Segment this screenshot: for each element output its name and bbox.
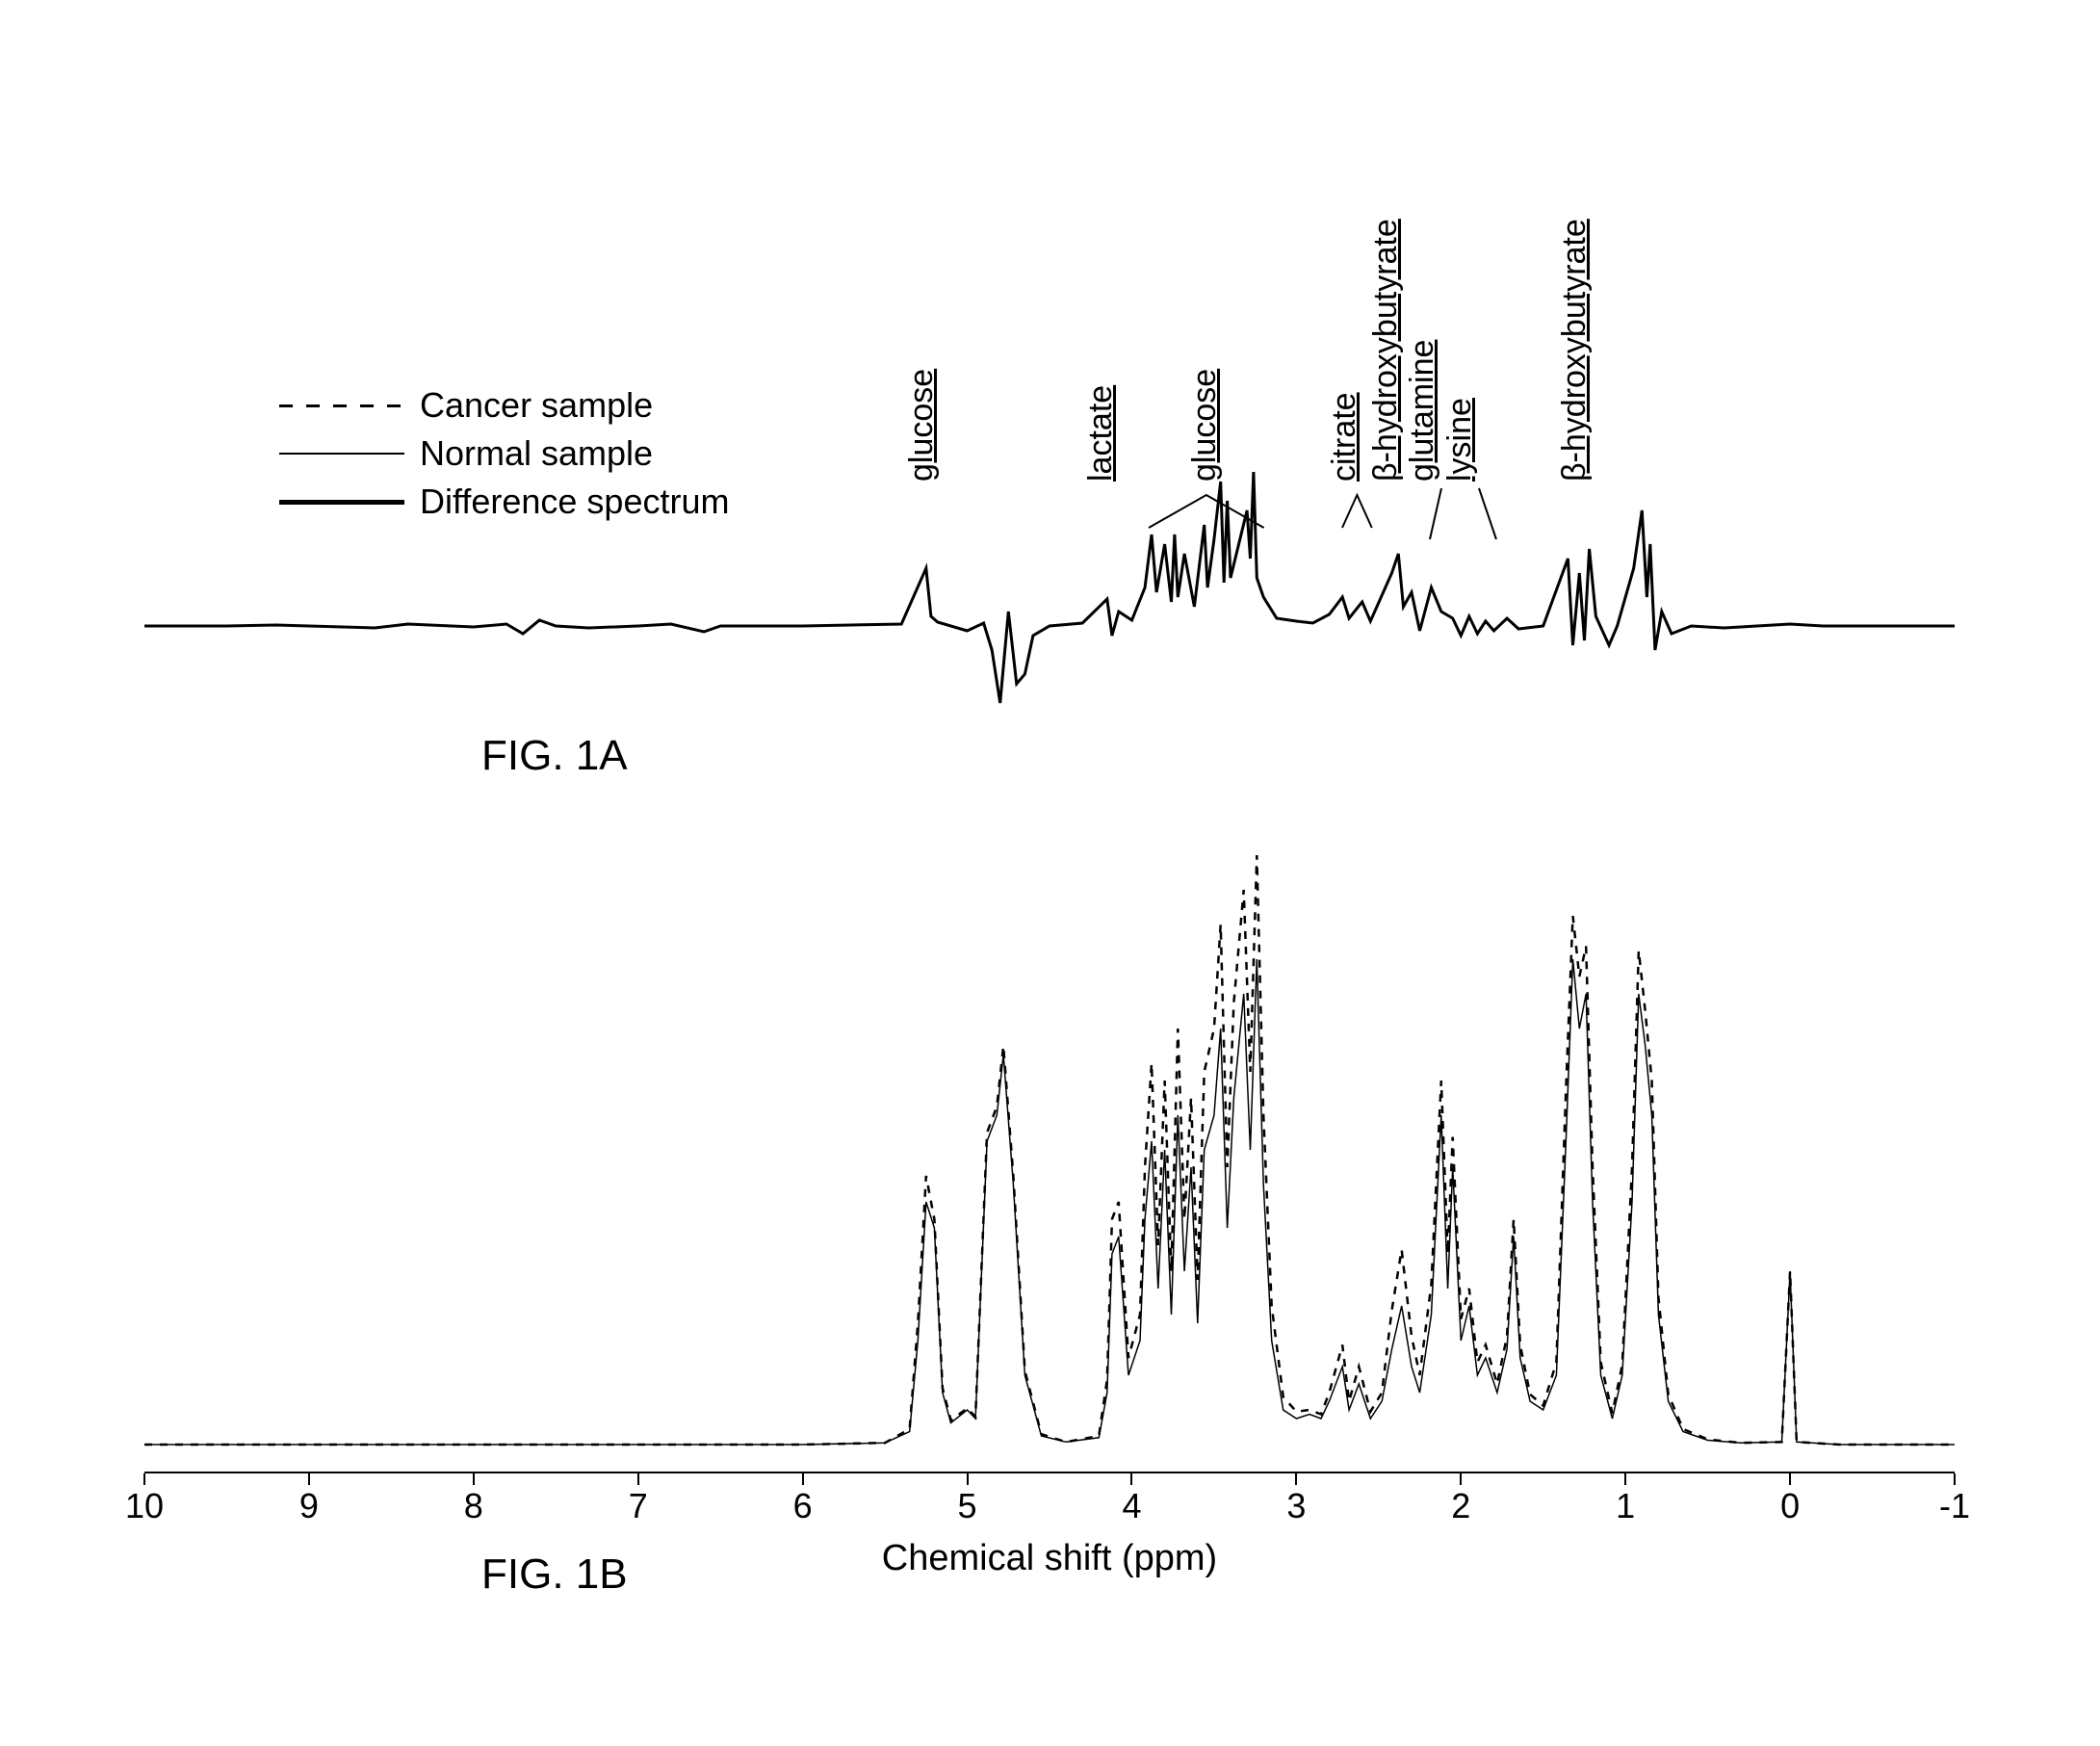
figure-label-a: FIG. 1A (481, 732, 628, 780)
x-tick (1295, 1473, 1297, 1485)
spectrum-line (144, 855, 1955, 1445)
plot-region: glucoselactateglucosecitrateβ-hydroxybut… (144, 77, 1955, 1473)
x-tick (143, 1473, 145, 1485)
spectrum-line (144, 959, 1955, 1445)
x-tick-label: -1 (1939, 1486, 1970, 1526)
x-tick-label: 2 (1451, 1486, 1470, 1526)
figure-label-b: FIG. 1B (481, 1551, 628, 1599)
x-tick (637, 1473, 639, 1485)
x-tick-label: 3 (1286, 1486, 1306, 1526)
x-tick-label: 5 (958, 1486, 977, 1526)
x-tick (967, 1473, 969, 1485)
x-tick (1130, 1473, 1132, 1485)
chart-area: glucoselactateglucosecitrateβ-hydroxybut… (144, 77, 1955, 1579)
x-tick-label: 1 (1616, 1486, 1635, 1526)
x-tick-label: 10 (125, 1486, 164, 1526)
x-tick-label: 0 (1780, 1486, 1800, 1526)
x-tick (308, 1473, 310, 1485)
x-tick-label: 7 (629, 1486, 648, 1526)
x-tick (802, 1473, 804, 1485)
panel-b-spectrum (144, 77, 1955, 1473)
x-axis-title: Chemical shift (ppm) (882, 1538, 1217, 1579)
x-tick (1624, 1473, 1626, 1485)
x-tick-label: 9 (299, 1486, 319, 1526)
x-tick (1789, 1473, 1791, 1485)
x-tick-label: 6 (793, 1486, 813, 1526)
x-axis (144, 1472, 1955, 1473)
x-tick (473, 1473, 475, 1485)
x-tick (1460, 1473, 1462, 1485)
x-tick-label: 4 (1122, 1486, 1141, 1526)
x-tick-label: 8 (464, 1486, 483, 1526)
x-tick (1954, 1473, 1956, 1485)
